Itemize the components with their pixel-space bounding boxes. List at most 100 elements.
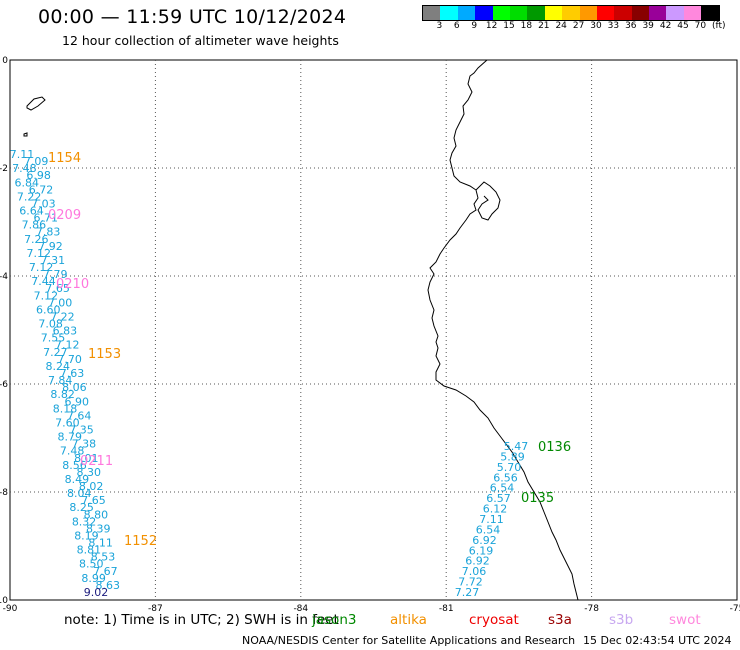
islet bbox=[23, 132, 28, 137]
colorbar-label: 21 bbox=[538, 21, 550, 31]
swh-value: 7.11 bbox=[10, 148, 35, 161]
swh-value: 6.12 bbox=[483, 503, 508, 516]
colorbar-swatch bbox=[614, 6, 632, 20]
swh-value: 8.04 bbox=[67, 487, 92, 500]
swh-value: 7.31 bbox=[41, 254, 66, 267]
footer-generated-time: 15 Dec 02:43:54 UTC 2024 bbox=[583, 634, 732, 647]
swh-value: 8.53 bbox=[91, 551, 116, 564]
colorbar-label: 42 bbox=[659, 21, 672, 31]
swh-value: 8.06 bbox=[62, 381, 87, 394]
swh-value: 7.12 bbox=[29, 261, 54, 274]
swh-value: 7.64 bbox=[67, 409, 92, 422]
swh-value: 7.67 bbox=[93, 565, 118, 578]
map-subtitle: 12 hour collection of altimeter wave hei… bbox=[62, 33, 339, 48]
colorbar-label: 24 bbox=[555, 21, 567, 31]
colorbar-label: 39 bbox=[642, 21, 654, 31]
swh-value: 5.47 bbox=[504, 440, 529, 453]
swh-value: 8.50 bbox=[79, 558, 104, 571]
swh-value: 8.56 bbox=[62, 459, 87, 472]
latitude-tick-label: -10 bbox=[0, 596, 8, 606]
longitude-tick-label: -78 bbox=[584, 604, 599, 614]
colorbar-swatch bbox=[683, 6, 702, 20]
latitude-tick-label: 0 bbox=[2, 56, 8, 66]
colorbar-swatch bbox=[492, 6, 510, 20]
colorbar-swatch bbox=[631, 6, 650, 20]
colorbar-swatch bbox=[440, 6, 458, 20]
swh-value: 8.24 bbox=[46, 360, 71, 373]
altimeter-tracks: 7.117.097.486.986.846.727.227.036.646.71… bbox=[10, 148, 529, 599]
longitude-tick-label: -75 bbox=[730, 604, 740, 614]
colorbar-swatch bbox=[562, 6, 580, 20]
swh-value: 5.89 bbox=[500, 450, 525, 463]
longitude-tick-label: -90 bbox=[3, 604, 18, 614]
swh-value: 6.71 bbox=[33, 212, 58, 225]
colorbar-label: 36 bbox=[625, 21, 637, 31]
colorbar-swatch bbox=[509, 6, 528, 20]
colorbar-swatch bbox=[475, 6, 493, 20]
map-frame bbox=[9, 59, 738, 601]
swh-value: 7.26 bbox=[24, 233, 49, 246]
swh-value: 7.09 bbox=[24, 155, 49, 168]
swh-value: 6.72 bbox=[29, 183, 54, 196]
swh-value: 6.92 bbox=[465, 555, 490, 568]
latitude-tick-label: -6 bbox=[0, 380, 8, 390]
island bbox=[26, 96, 46, 111]
swh-value: 7.11 bbox=[479, 513, 504, 526]
longitude-tick-label: -81 bbox=[439, 604, 454, 614]
swh-value: 7.00 bbox=[48, 296, 73, 309]
swh-value: 7.65 bbox=[45, 282, 70, 295]
swh-value: 8.02 bbox=[79, 480, 104, 493]
swh-value: 8.39 bbox=[86, 522, 111, 535]
pass-time-label: 1152 bbox=[124, 534, 157, 549]
swh-value: 7.86 bbox=[22, 219, 47, 232]
swh-value: 7.22 bbox=[50, 310, 75, 323]
swh-value: 8.81 bbox=[77, 544, 102, 557]
colorbar-swatch bbox=[579, 6, 597, 20]
swh-value: 7.70 bbox=[57, 353, 82, 366]
swh-value: 8.79 bbox=[57, 431, 82, 444]
pass-time-label: 0209 bbox=[48, 208, 81, 223]
swh-value: 7.83 bbox=[36, 226, 61, 239]
colorbar-label: 9 bbox=[471, 21, 478, 31]
colorbar-swatch bbox=[544, 6, 563, 20]
latitude-tick-label: -2 bbox=[0, 164, 8, 174]
colorbar-label: 27 bbox=[572, 21, 585, 31]
pass-time-label: 0136 bbox=[538, 440, 571, 455]
footer-note: note: 1) Time is in UTC; 2) SWH is in fe… bbox=[64, 612, 339, 628]
swh-value: 8.18 bbox=[53, 402, 78, 415]
pass-time-label: 0210 bbox=[56, 277, 89, 292]
swh-value: 8.32 bbox=[72, 515, 97, 528]
colorbar-label: 18 bbox=[520, 21, 533, 31]
swh-value: 7.48 bbox=[12, 162, 37, 175]
colorbar-label: 12 bbox=[485, 21, 498, 31]
swh-value: 7.35 bbox=[69, 424, 94, 437]
longitude-tick-label: -84 bbox=[293, 604, 308, 614]
satellite-legend-item: altika bbox=[390, 612, 427, 628]
swh-value: 6.90 bbox=[65, 395, 90, 408]
swh-value: 6.84 bbox=[15, 176, 40, 189]
swh-value: 6.92 bbox=[472, 534, 497, 547]
footer-organization: NOAA/NESDIS Center for Satellite Applica… bbox=[242, 634, 576, 647]
swh-value: 6.54 bbox=[476, 523, 501, 536]
satellite-legend-item: cryosat bbox=[469, 612, 519, 628]
pass-time-label: 0211 bbox=[80, 454, 113, 469]
colorbar-swatch bbox=[701, 6, 719, 20]
swh-value: 7.60 bbox=[55, 416, 80, 429]
swh-value: 9.02 bbox=[84, 586, 109, 599]
colorbar-label: 15 bbox=[503, 21, 515, 31]
satellite-legend-item: jason3 bbox=[312, 612, 357, 628]
colorbar-swatch bbox=[649, 6, 667, 20]
map-title: 00:00 — 11:59 UTC 10/12/2024 bbox=[38, 6, 347, 28]
swh-value: 8.80 bbox=[84, 508, 109, 521]
colorbar-label: 30 bbox=[590, 21, 602, 31]
swh-value: 7.84 bbox=[48, 374, 73, 387]
swh-value: 6.98 bbox=[26, 169, 51, 182]
pass-time-label: 0135 bbox=[521, 491, 554, 506]
swh-value: 8.11 bbox=[88, 537, 113, 550]
gulf-inlet bbox=[475, 181, 501, 221]
latitude-tick-label: -4 bbox=[0, 272, 8, 282]
swh-value: 6.54 bbox=[490, 482, 515, 495]
swh-value: 7.38 bbox=[72, 438, 97, 451]
swh-value: 8.63 bbox=[96, 579, 121, 592]
